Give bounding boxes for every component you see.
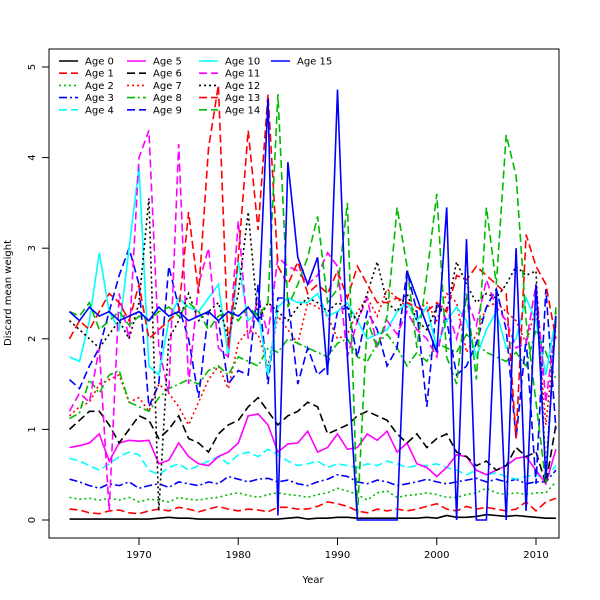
x-tick-label: 1980 (226, 550, 251, 561)
x-axis-label: Year (301, 575, 324, 586)
y-tick-label: 3 (27, 245, 38, 251)
legend-label: Age 5 (153, 57, 182, 68)
legend-label: Age 7 (153, 81, 182, 92)
legend-label: Age 4 (85, 105, 114, 116)
plot-frame (48, 48, 560, 539)
y-tick-label: 2 (27, 336, 38, 342)
x-tick-label: 2000 (424, 550, 449, 561)
series-line-age-3 (69, 469, 557, 490)
series-line-age-8 (69, 327, 557, 420)
y-axis: 0 1 2 3 4 5 (27, 64, 49, 523)
series-line-age-5 (69, 413, 557, 486)
x-tick-label: 1970 (126, 550, 151, 561)
x-axis: 1970 1980 1990 2000 2010 (126, 538, 549, 561)
y-tick-label: 5 (27, 64, 38, 70)
y-axis-label: Discard mean weight (3, 240, 14, 346)
x-tick-label: 1990 (325, 550, 350, 561)
series-line-age-14 (69, 94, 557, 516)
legend-label: Age 11 (225, 69, 260, 80)
y-tick-label: 4 (27, 154, 38, 160)
series-line-age-15 (68, 89, 557, 521)
legend-label: Age 3 (85, 93, 114, 104)
series-line-age-0 (69, 513, 556, 520)
legend-label: Age 15 (297, 57, 332, 68)
series-line-age-10 (69, 166, 557, 377)
legend-label: Age 14 (225, 105, 260, 116)
y-tick-label: 0 (27, 517, 38, 523)
series-line-age-7 (68, 287, 557, 427)
legend-label: Age 2 (85, 81, 114, 92)
series-line-age-13 (68, 84, 557, 439)
x-tick-label: 2010 (523, 550, 548, 561)
legend-label: Age 13 (225, 93, 260, 104)
series-line-age-12 (68, 198, 557, 511)
plot-lines (68, 84, 557, 521)
legend-label: Age 9 (153, 105, 182, 116)
legend-label: Age 1 (85, 69, 114, 80)
series-line-age-2 (69, 481, 557, 503)
legend-label: Age 0 (85, 57, 114, 68)
y-tick-label: 1 (27, 426, 38, 432)
legend-label: Age 8 (153, 93, 182, 104)
series-line-age-4 (69, 448, 557, 481)
legend-label: Age 12 (225, 81, 260, 92)
legend-label: Age 10 (225, 57, 260, 68)
legend-label: Age 6 (153, 69, 182, 80)
series-line-age-9 (68, 245, 557, 484)
series-line-age-11 (68, 130, 557, 511)
